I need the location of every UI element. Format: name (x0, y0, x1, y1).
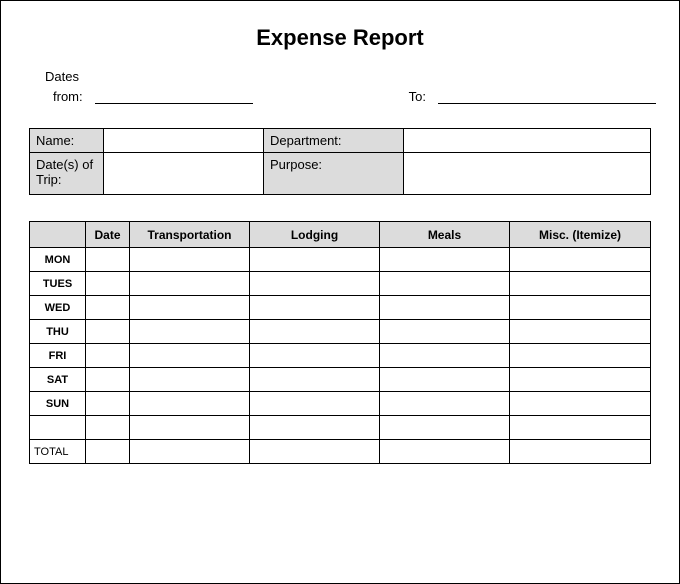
page-frame: Expense Report Dates from: To: Name: Dep… (0, 0, 680, 584)
expense-cell[interactable] (250, 344, 380, 368)
expense-cell[interactable] (380, 416, 510, 440)
expense-cell[interactable] (86, 440, 130, 464)
expense-cell[interactable] (510, 248, 651, 272)
col-day (30, 222, 86, 248)
expense-cell[interactable] (130, 320, 250, 344)
expense-cell[interactable] (86, 368, 130, 392)
expense-cell[interactable] (510, 392, 651, 416)
expense-table: Date Transportation Lodging Meals Misc. … (29, 221, 651, 464)
expense-cell[interactable] (130, 248, 250, 272)
col-transportation: Transportation (130, 222, 250, 248)
expense-cell[interactable] (380, 248, 510, 272)
table-row: SAT (30, 368, 651, 392)
day-label-cell (30, 416, 86, 440)
info-table: Name: Department: Date(s) of Trip: Purpo… (29, 128, 651, 195)
expense-cell[interactable] (130, 368, 250, 392)
expense-cell[interactable] (380, 320, 510, 344)
day-label-cell: THU (30, 320, 86, 344)
name-value-cell[interactable] (104, 129, 264, 153)
expense-header-row: Date Transportation Lodging Meals Misc. … (30, 222, 651, 248)
to-label: To: (409, 89, 426, 104)
table-row (30, 416, 651, 440)
expense-cell[interactable] (130, 416, 250, 440)
expense-cell[interactable] (86, 272, 130, 296)
expense-cell[interactable] (250, 248, 380, 272)
dates-heading: Dates (45, 69, 651, 84)
table-row: TOTAL (30, 440, 651, 464)
expense-cell[interactable] (510, 344, 651, 368)
expense-cell[interactable] (250, 296, 380, 320)
report-title: Expense Report (29, 25, 651, 51)
dates-row: from: To: (29, 86, 651, 104)
table-row: THU (30, 320, 651, 344)
table-row: TUES (30, 272, 651, 296)
expense-cell[interactable] (86, 344, 130, 368)
expense-cell[interactable] (130, 440, 250, 464)
from-field[interactable] (95, 86, 253, 104)
expense-cell[interactable] (510, 440, 651, 464)
name-label-cell: Name: (30, 129, 104, 153)
expense-cell[interactable] (86, 248, 130, 272)
expense-cell[interactable] (250, 416, 380, 440)
expense-cell[interactable] (380, 368, 510, 392)
table-row: WED (30, 296, 651, 320)
department-label-cell: Department: (264, 129, 404, 153)
expense-cell[interactable] (380, 272, 510, 296)
expense-cell[interactable] (380, 296, 510, 320)
expense-cell[interactable] (510, 368, 651, 392)
expense-cell[interactable] (86, 416, 130, 440)
to-field[interactable] (438, 86, 656, 104)
expense-cell[interactable] (380, 440, 510, 464)
expense-cell[interactable] (250, 392, 380, 416)
dates-trip-label-cell: Date(s) of Trip: (30, 153, 104, 195)
expense-cell[interactable] (510, 320, 651, 344)
table-row: FRI (30, 344, 651, 368)
expense-cell[interactable] (130, 344, 250, 368)
dates-trip-value-cell[interactable] (104, 153, 264, 195)
total-label-cell: TOTAL (30, 440, 86, 464)
purpose-value-cell[interactable] (404, 153, 651, 195)
expense-cell[interactable] (250, 320, 380, 344)
expense-cell[interactable] (250, 440, 380, 464)
day-label-cell: MON (30, 248, 86, 272)
from-label: from: (53, 89, 83, 104)
day-label-cell: TUES (30, 272, 86, 296)
department-value-cell[interactable] (404, 129, 651, 153)
expense-cell[interactable] (250, 368, 380, 392)
expense-cell[interactable] (86, 320, 130, 344)
col-misc: Misc. (Itemize) (510, 222, 651, 248)
table-row: MON (30, 248, 651, 272)
expense-cell[interactable] (130, 296, 250, 320)
expense-cell[interactable] (130, 392, 250, 416)
expense-cell[interactable] (510, 296, 651, 320)
col-meals: Meals (380, 222, 510, 248)
expense-cell[interactable] (380, 392, 510, 416)
expense-cell[interactable] (510, 416, 651, 440)
dates-block: Dates from: To: (29, 69, 651, 104)
day-label-cell: SUN (30, 392, 86, 416)
expense-cell[interactable] (250, 272, 380, 296)
purpose-label-cell: Purpose: (264, 153, 404, 195)
expense-cell[interactable] (86, 296, 130, 320)
col-lodging: Lodging (250, 222, 380, 248)
table-row: SUN (30, 392, 651, 416)
day-label-cell: WED (30, 296, 86, 320)
expense-cell[interactable] (130, 272, 250, 296)
expense-cell[interactable] (380, 344, 510, 368)
col-date: Date (86, 222, 130, 248)
day-label-cell: SAT (30, 368, 86, 392)
expense-cell[interactable] (86, 392, 130, 416)
day-label-cell: FRI (30, 344, 86, 368)
expense-cell[interactable] (510, 272, 651, 296)
